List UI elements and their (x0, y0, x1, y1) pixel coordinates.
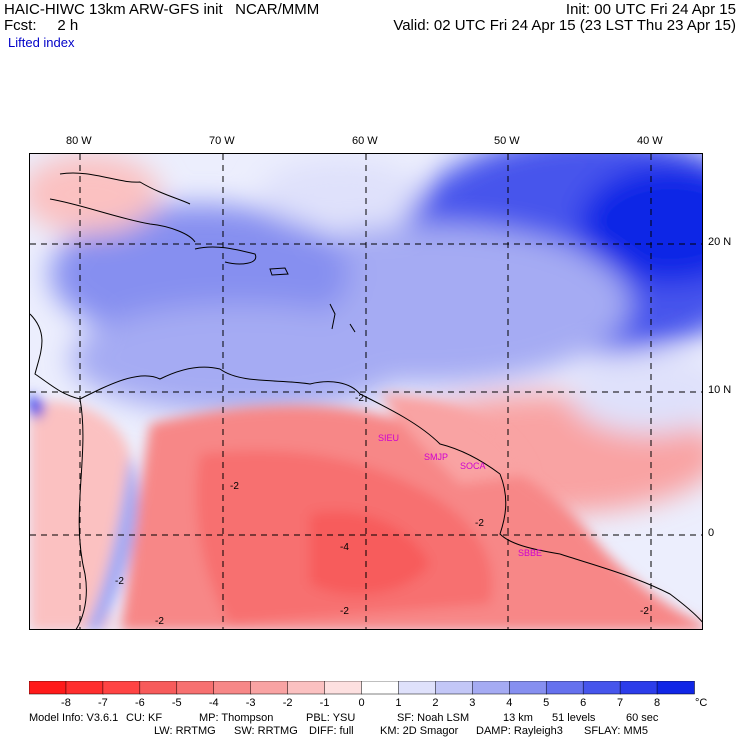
lon-label-50w: 50 W (494, 135, 520, 147)
graticule (30, 154, 702, 629)
station-sieu: SIEU (378, 433, 399, 443)
station-smjp: SMJP (424, 452, 448, 462)
contour-label: -2 (340, 606, 349, 617)
station-soca: SOCA (460, 461, 486, 471)
lon-label-40w: 40 W (637, 135, 663, 147)
colorbar-swatch (619, 681, 658, 695)
model-title: HAIC-HIWC 13km ARW-GFS init NCAR/MMM (4, 1, 320, 18)
model-info-item: 13 km (503, 712, 533, 724)
stable-field-shading (30, 154, 702, 514)
lat-label-0: 0 (708, 527, 715, 539)
colorbar-swatch (324, 681, 363, 695)
contour-label: -2 (115, 576, 124, 587)
model-info-item: MP: Thompson (199, 712, 274, 724)
coastlines (30, 172, 702, 629)
map-canvas: SIEU SMJP SOCA SBBE -2 -2 -4 -2 -2 -2 -2… (30, 154, 702, 629)
colorbar-swatch (250, 681, 289, 695)
lat-label-20n: 20 N (708, 236, 732, 248)
colorbar-tick-label: 3 (469, 697, 476, 709)
model-info-item: KM: 2D Smagor (380, 725, 459, 737)
colorbar-swatch (472, 681, 511, 695)
colorbar-tick-label: 7 (617, 697, 624, 709)
contour-label: -2 (355, 393, 364, 404)
model-info-item: SF: Noah LSM (397, 712, 470, 724)
station-sbbe: SBBE (518, 548, 542, 558)
lifted-index-map: SIEU SMJP SOCA SBBE -2 -2 -4 -2 -2 -2 -2… (29, 153, 703, 630)
lon-label-80w: 80 W (66, 135, 92, 147)
colorbar-tick-label: 8 (653, 697, 661, 709)
lon-label-70w: 70 W (209, 135, 235, 147)
colorbar-tick-label: -7 (97, 697, 108, 709)
contour-label: -2 (475, 518, 484, 529)
colorbar-tick-label: 6 (580, 697, 587, 709)
colorbar-swatch (361, 681, 400, 695)
model-info-item: PBL: YSU (306, 712, 356, 724)
model-info-item: 60 sec (626, 712, 659, 724)
model-info-item: CU: KF (126, 712, 163, 724)
colorbar-swatch (398, 681, 437, 695)
model-info-item: SW: RRTMG (234, 725, 298, 737)
colorbar-swatch (545, 681, 584, 695)
contour-label: -2 (230, 481, 239, 492)
model-info-item: 51 levels (552, 712, 596, 724)
station-labels: SIEU SMJP SOCA SBBE (378, 433, 542, 558)
colorbar-swatch (65, 681, 104, 695)
colorbar-tick-label: 5 (543, 697, 550, 709)
colorbar-tick-label: -6 (134, 697, 145, 709)
colorbar-swatch (509, 681, 547, 695)
init-time: Init: 00 UTC Fri 24 Apr 15 (565, 1, 736, 18)
contour-label: -2 (155, 616, 164, 627)
forecast-hour: Fcst: 2 h (4, 17, 79, 34)
colorbar-swatch (29, 681, 67, 695)
colorbar-tick-label: 2 (432, 697, 439, 709)
contour-label: -4 (340, 542, 349, 553)
colorbar-swatch (287, 681, 326, 695)
colorbar-tick-label: -4 (208, 697, 219, 709)
colorbar-swatch (582, 681, 621, 695)
colorbar-tick-label: 0 (358, 697, 365, 709)
unstable-field-shading (30, 394, 702, 629)
model-info-item: LW: RRTMG (154, 725, 216, 737)
model-info-item: SFLAY: MM5 (584, 725, 648, 737)
contour-label: -2 (640, 606, 649, 617)
colorbar-tick-label: 1 (395, 697, 402, 709)
model-info-item: Model Info: V3.6.1 (29, 712, 119, 724)
field-name: Lifted index (8, 35, 75, 50)
colorbar (29, 681, 695, 695)
contour-value-labels: -2 -2 -4 -2 -2 -2 -2 -2 (115, 393, 649, 627)
colorbar-swatch (435, 681, 474, 695)
colorbar-tick-label: -5 (171, 697, 182, 709)
model-info-item: DAMP: Rayleigh3 (476, 725, 563, 737)
colorbar-swatch (213, 681, 252, 695)
colorbar-tick-label: -1 (319, 697, 330, 709)
colorbar-swatch (656, 681, 695, 695)
colorbar-tick-label: -8 (61, 697, 71, 709)
colorbar-tick-label: -2 (282, 697, 293, 709)
colorbar-swatch (139, 681, 178, 695)
model-info-item: DIFF: full (309, 725, 354, 737)
lat-label-10n: 10 N (708, 384, 732, 396)
colorbar-tick-label: -3 (245, 697, 256, 709)
valid-time: Valid: 02 UTC Fri 24 Apr 15 (23 LST Thu … (393, 17, 736, 34)
colorbar-unit: °C (695, 697, 708, 709)
colorbar-tick-label: 4 (506, 697, 513, 709)
colorbar-swatch (102, 681, 141, 695)
lon-label-60w: 60 W (352, 135, 378, 147)
colorbar-swatch (176, 681, 215, 695)
